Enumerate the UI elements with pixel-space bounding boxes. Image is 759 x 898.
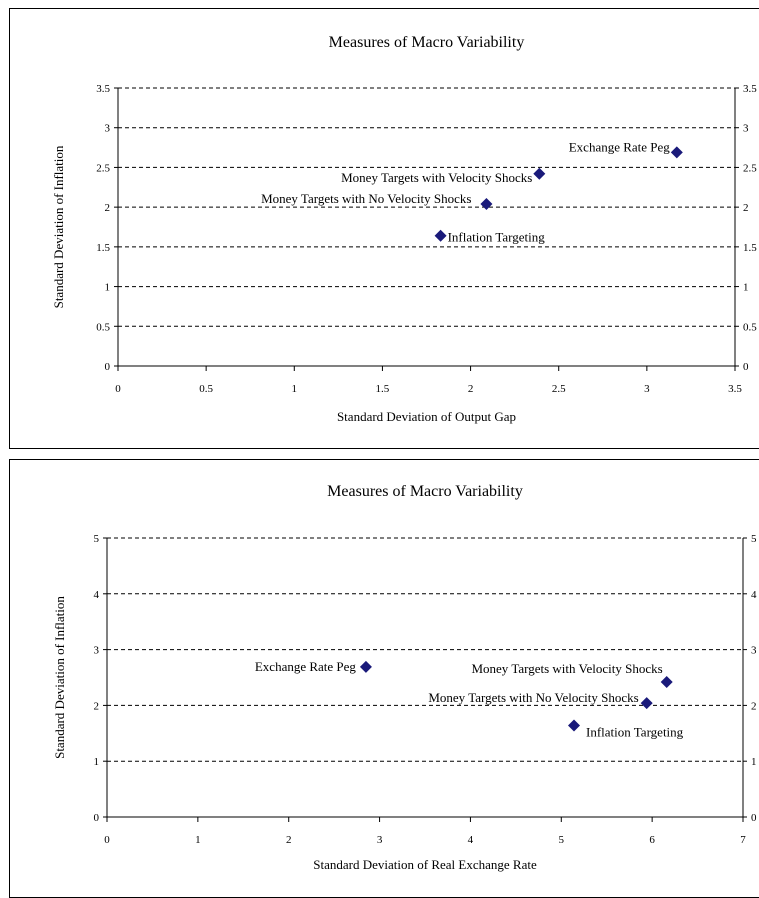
y-tick-label-right: 0: [751, 812, 757, 824]
data-point: [359, 660, 372, 673]
y-tick-label-right: 2: [743, 202, 749, 214]
data-label: Inflation Targeting: [586, 724, 684, 739]
x-tick-label: 1: [292, 383, 298, 395]
y-tick-label-right: 1.5: [743, 242, 757, 254]
x-tick-label: 0: [104, 834, 110, 846]
y-tick-label-left: 3.5: [96, 83, 110, 95]
y-tick-label-right: 3.5: [743, 83, 757, 95]
y-tick-label-left: 1: [105, 282, 111, 294]
x-tick-label: 3: [644, 383, 650, 395]
y-axis-title: Standard Deviation of Inflation: [52, 596, 67, 759]
data-point: [568, 719, 581, 732]
data-label: Exchange Rate Peg: [569, 139, 671, 154]
data-point: [480, 197, 493, 210]
y-tick-label-right: 1: [743, 282, 749, 294]
x-tick-label: 5: [559, 834, 565, 846]
y-tick-label-right: 0.5: [743, 321, 757, 333]
y-tick-label-right: 0: [743, 361, 749, 373]
y-tick-label-left: 2.5: [96, 162, 110, 174]
y-tick-label-left: 2: [105, 202, 111, 214]
y-tick-label-left: 0: [94, 812, 100, 824]
y-tick-label-left: 0.5: [96, 321, 110, 333]
data-point: [670, 146, 683, 159]
y-axis-title: Standard Deviation of Inflation: [51, 145, 66, 308]
y-tick-label-right: 1: [751, 756, 757, 768]
data-label: Money Targets with No Velocity Shocks: [261, 191, 471, 206]
data-point: [640, 697, 653, 710]
y-tick-label-left: 1.5: [96, 242, 110, 254]
x-tick-label: 3.5: [728, 383, 742, 395]
x-axis-title: Standard Deviation of Output Gap: [337, 409, 516, 424]
y-tick-label-right: 3: [743, 123, 749, 135]
data-point: [434, 229, 447, 242]
x-tick-label: 6: [649, 834, 655, 846]
x-tick-label: 7: [740, 834, 746, 846]
data-label: Exchange Rate Peg: [255, 659, 357, 674]
x-axis-title: Standard Deviation of Real Exchange Rate: [313, 857, 537, 872]
x-tick-label: 1: [195, 834, 201, 846]
data-label: Inflation Targeting: [448, 230, 546, 245]
y-tick-label-right: 2: [751, 700, 757, 712]
x-tick-label: 0.5: [199, 383, 213, 395]
x-tick-label: 2.5: [552, 383, 566, 395]
y-tick-label-left: 3: [105, 123, 111, 135]
y-tick-label-right: 5: [751, 533, 757, 545]
y-tick-label-right: 4: [751, 589, 757, 601]
y-tick-label-left: 0: [105, 361, 111, 373]
chart-panel-output-gap: Measures of Macro Variability 0 0 0.5 0.5 1 1 1…: [9, 8, 759, 449]
y-tick-label-left: 3: [94, 645, 100, 657]
data-label: Money Targets with No Velocity Shocks: [428, 690, 638, 705]
x-tick-label: 3: [377, 834, 383, 846]
x-tick-label: 2: [468, 383, 474, 395]
x-tick-label: 4: [468, 834, 474, 846]
data-point: [533, 167, 546, 180]
y-tick-label-right: 3: [751, 645, 757, 657]
y-tick-label-left: 1: [94, 756, 100, 768]
y-tick-label-left: 5: [94, 533, 100, 545]
y-tick-label-left: 2: [94, 700, 100, 712]
chart-title: Measures of Macro Variability: [327, 483, 523, 500]
data-label: Money Targets with Velocity Shocks: [341, 170, 532, 185]
data-label: Money Targets with Velocity Shocks: [471, 661, 662, 676]
chart-panel-real-exchange-rate: Measures of Macro Variability 0 0 1 1 2 2 3 3 4 4 5…: [9, 459, 759, 898]
y-tick-label-left: 4: [94, 589, 100, 601]
x-tick-label: 0: [115, 383, 121, 395]
y-tick-label-right: 2.5: [743, 162, 757, 174]
x-tick-label: 1.5: [376, 383, 390, 395]
chart-title: Measures of Macro Variability: [329, 34, 525, 51]
x-tick-label: 2: [286, 834, 292, 846]
data-point: [660, 675, 673, 688]
